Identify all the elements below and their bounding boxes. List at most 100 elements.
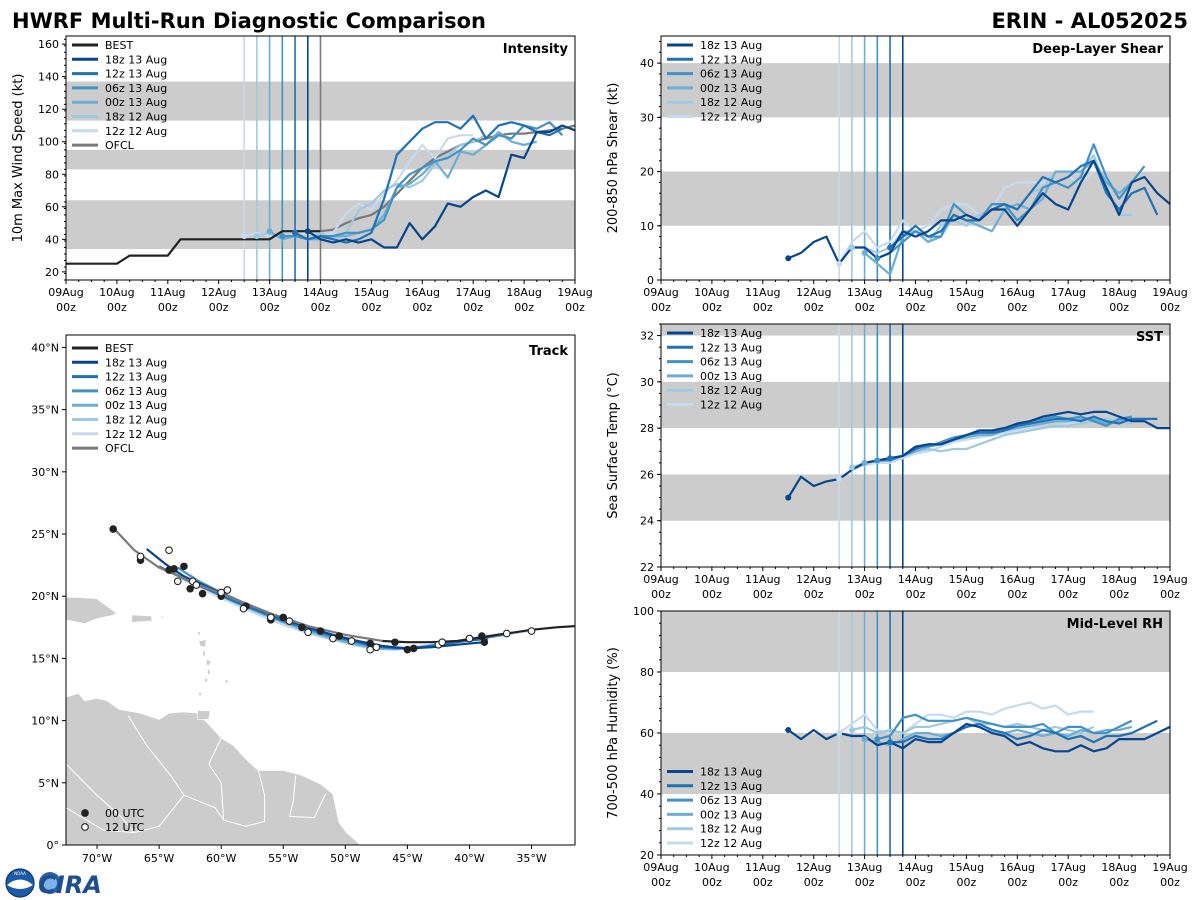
x-tick-label-day: 14Aug	[898, 861, 933, 874]
cira-logo-text: CIRA	[38, 871, 102, 899]
y-tick-label: 35°N	[31, 404, 59, 417]
x-tick-label-day: 12Aug	[796, 861, 831, 874]
panel-title: Mid-Level RH	[1067, 617, 1163, 632]
legend-label-ofcl: OFCL	[105, 442, 135, 455]
x-tick-label-day: 16Aug	[1000, 573, 1035, 586]
legend-label-best: BEST	[105, 342, 133, 355]
x-tick-label-hour: 00z	[651, 588, 671, 601]
x-tick-label-day: 15Aug	[949, 573, 984, 586]
island-11	[197, 710, 211, 720]
x-tick-label-hour: 00z	[957, 876, 977, 889]
x-tick-label-day: 19Aug	[1152, 286, 1187, 299]
marker-legend-symbol	[81, 823, 89, 831]
x-tick-label-day: 11Aug	[745, 286, 780, 299]
marker-12utc	[136, 552, 145, 561]
x-tick-label-day: 16Aug	[1000, 286, 1035, 299]
x-tick-label-day: 09Aug	[643, 573, 678, 586]
init-marker-12z-13-aug	[887, 455, 894, 462]
init-marker-18z-12-aug	[253, 233, 260, 240]
x-tick-label-day: 18Aug	[1101, 286, 1136, 299]
island-0	[66, 597, 118, 624]
y-tick-label: 5°N	[38, 777, 59, 790]
init-marker-12z-13-aug	[292, 229, 299, 236]
x-tick-label: 60°W	[206, 852, 236, 865]
y-tick-label: 40°N	[31, 341, 59, 354]
legend-label-18z-12-aug: 18z 12 Aug	[700, 384, 762, 397]
x-tick-label-hour: 00z	[1058, 301, 1078, 314]
legend-label-12z-13-aug: 12z 13 Aug	[700, 341, 762, 354]
x-tick-label-day: 12Aug	[796, 286, 831, 299]
land-south-america	[66, 692, 361, 845]
marker-12utc	[266, 613, 275, 622]
series-line-12z-13-aug	[890, 719, 1158, 744]
x-tick-label-hour: 00z	[1007, 301, 1027, 314]
legend-label-12z-13-aug: 12z 13 Aug	[105, 371, 167, 384]
x-tick-label-day: 11Aug	[745, 861, 780, 874]
panel-title: Deep-Layer Shear	[1032, 42, 1163, 57]
x-tick-label: 55°W	[268, 852, 298, 865]
threshold-band	[661, 611, 1170, 672]
marker-00utc	[316, 627, 325, 635]
island-6	[206, 659, 212, 667]
x-tick-label-day: 16Aug	[1000, 861, 1035, 874]
legend-label-00z-13-aug: 00z 13 Aug	[700, 82, 762, 95]
y-tick-label: 100	[38, 136, 59, 149]
rh-panel: 09Aug 00z 10Aug 00z 11Aug 00z 12Aug 00z 13Aug 00z…	[606, 605, 1188, 889]
x-tick-label-hour: 00z	[702, 876, 722, 889]
marker-00utc	[186, 584, 194, 593]
x-tick-label-day: 10Aug	[694, 286, 729, 299]
init-marker-12z-12-aug	[836, 730, 843, 736]
x-tick-label-hour: 00z	[158, 301, 178, 314]
x-tick-label-hour: 00z	[209, 301, 229, 314]
marker-12utc	[347, 637, 356, 645]
y-tick-label: 80	[45, 168, 59, 181]
x-tick-label-day: 09Aug	[48, 286, 83, 299]
y-tick-label: 40	[640, 57, 654, 70]
legend-label-12z-13-aug: 12z 13 Aug	[700, 780, 762, 793]
x-tick-label-hour: 00z	[311, 301, 331, 314]
x-tick-label-day: 13Aug	[847, 286, 882, 299]
marker-00utc	[298, 623, 306, 632]
y-tick-label: 32	[640, 330, 654, 343]
x-tick-label-hour: 00z	[1007, 876, 1027, 889]
x-tick-label-hour: 00z	[56, 301, 76, 314]
x-tick-label-hour: 00z	[260, 301, 280, 314]
marker-legend-label: 12 UTC	[105, 821, 145, 834]
x-tick-label-day: 14Aug	[303, 286, 338, 299]
island-2	[159, 615, 165, 620]
marker-12utc	[165, 546, 173, 555]
y-tick-label: 15°N	[31, 652, 59, 665]
y-axis-label: Sea Surface Temp (°C)	[606, 372, 621, 519]
legend-label-06z-13-aug: 06z 13 Aug	[700, 356, 762, 369]
series-line-18z-13-aug	[787, 722, 1170, 753]
island-10	[198, 692, 202, 697]
init-marker-18z-13-aug	[785, 726, 792, 733]
y-tick-label: 120	[38, 103, 59, 116]
y-tick-label: 24	[640, 515, 654, 528]
marker-00utc	[480, 638, 489, 647]
threshold-band	[661, 171, 1170, 226]
country-border	[208, 737, 265, 827]
marker-00utc	[391, 638, 399, 647]
init-marker-06z-13-aug	[874, 255, 881, 262]
storm-identifier: ERIN - AL052025	[991, 9, 1188, 33]
x-tick-label: 50°W	[330, 852, 360, 865]
init-marker-18z-12-aug	[848, 726, 855, 733]
init-marker-06z-13-aug	[279, 233, 286, 240]
marker-00utc	[403, 645, 412, 654]
series-line-00z-13-aug	[269, 130, 538, 241]
island-9	[224, 679, 230, 684]
marker-12utc	[438, 638, 447, 647]
intensity-panel: 09Aug 00z 10Aug 00z 11Aug 00z 12Aug 00z 13Aug 00z…	[11, 35, 593, 314]
x-tick-label-hour: 00z	[1007, 588, 1027, 601]
marker-00utc	[335, 632, 343, 640]
x-tick-label-day: 17Aug	[1050, 286, 1085, 299]
marker-00utc	[170, 565, 178, 573]
init-marker-18z-12-aug	[848, 464, 855, 471]
y-tick-label: 10°N	[31, 715, 59, 728]
legend-label-18z-13-aug: 18z 13 Aug	[105, 356, 167, 369]
x-tick-label-day: 16Aug	[405, 286, 440, 299]
y-tick-label: 10	[640, 220, 654, 233]
y-tick-label: 140	[38, 71, 59, 84]
init-marker-00z-13-aug	[861, 736, 868, 743]
